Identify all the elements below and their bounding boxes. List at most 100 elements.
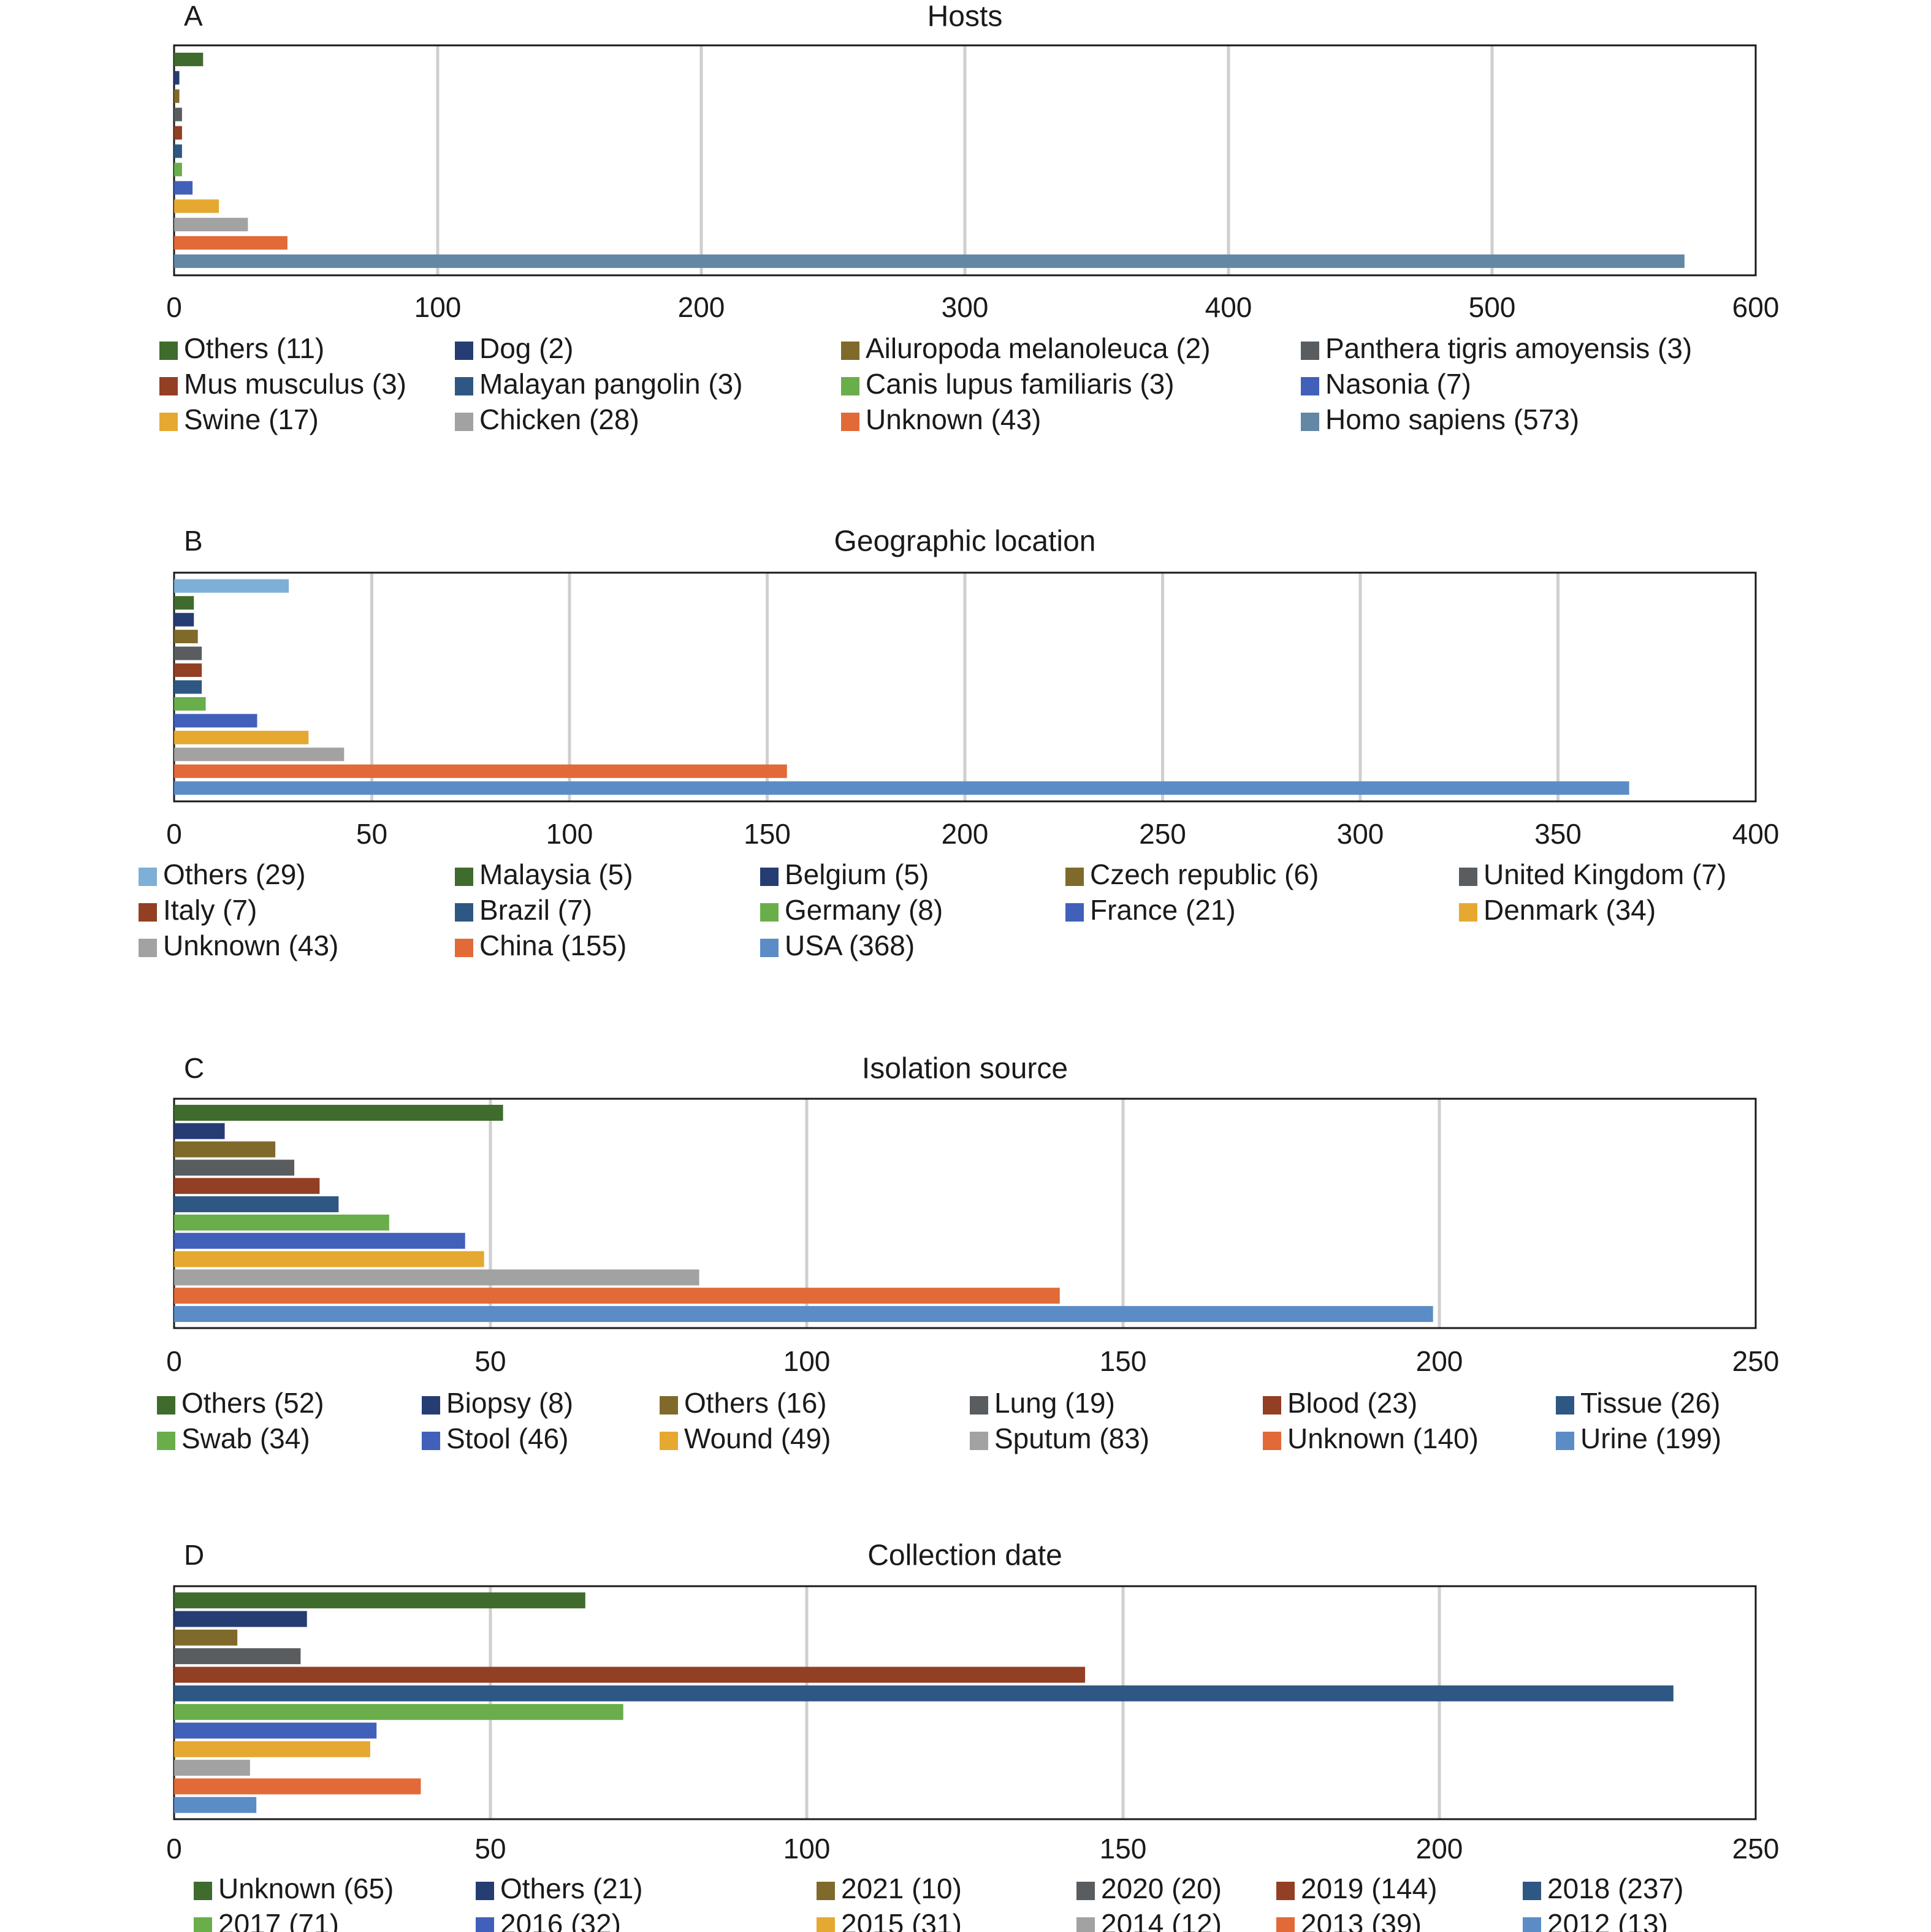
x-tick-label: 150 (744, 818, 791, 850)
legend-swatch (139, 939, 157, 957)
bar (174, 1269, 699, 1286)
legend-label: 2013 (39) (1301, 1908, 1422, 1932)
legend-label: 2014 (12) (1101, 1908, 1222, 1932)
legend-swatch (159, 342, 178, 360)
legend-swatch (1301, 377, 1319, 395)
legend-item: 2019 (144) (1276, 1873, 1438, 1904)
legend-label: 2019 (144) (1301, 1873, 1438, 1904)
bar (174, 1778, 421, 1795)
legend-swatch (159, 413, 178, 431)
x-tick-label: 100 (546, 818, 593, 850)
bar (174, 1232, 465, 1249)
bar (174, 1722, 377, 1739)
legend-label: Swab (34) (181, 1422, 310, 1454)
legend-item: 2013 (39) (1276, 1908, 1422, 1932)
legend-label: Biopsy (8) (446, 1387, 573, 1419)
legend-item: Nasonia (7) (1301, 368, 1471, 400)
legend-label: Unknown (43) (866, 403, 1041, 435)
chart-panel-b: B Geographic location 0 50 100 150 200 250 300 35… (139, 525, 1779, 961)
x-tick-label: 0 (166, 1345, 182, 1377)
legend-swatch (1065, 903, 1084, 922)
legend-label: Belgium (5) (785, 858, 929, 890)
legend-item: France (21) (1065, 894, 1236, 926)
bar (174, 162, 182, 177)
bar (174, 613, 194, 627)
legend-swatch (455, 939, 473, 957)
plot-frame (173, 1585, 1757, 1820)
legend-swatch (194, 1882, 212, 1900)
legend-item: Denmark (34) (1459, 894, 1656, 926)
x-tick-label: 350 (1534, 818, 1582, 850)
x-tick-label: 600 (1732, 291, 1780, 323)
legend-swatch (760, 939, 779, 957)
legend-item: USA (368) (760, 930, 915, 961)
bar (174, 1667, 1086, 1683)
legend-item: Wound (49) (660, 1422, 831, 1454)
panel-letter: B (184, 525, 203, 557)
legend-item: Italy (7) (139, 894, 257, 926)
legend-item: Czech republic (6) (1065, 858, 1319, 890)
chart-panel-d: D Collection date 0 50 100 150 200 250 Unknown (… (166, 1539, 1779, 1932)
legend-swatch (1301, 342, 1319, 360)
legend-label: France (21) (1090, 894, 1236, 926)
legend-label: Swine (17) (184, 403, 319, 435)
bar (174, 107, 182, 121)
legend-item: Unknown (43) (841, 403, 1041, 435)
legend-swatch (1263, 1396, 1281, 1415)
legend-item: Unknown (140) (1263, 1422, 1479, 1454)
legend-item: Tissue (26) (1556, 1387, 1720, 1419)
legend-item: 2017 (71) (194, 1908, 339, 1932)
panel-letter: D (184, 1539, 204, 1571)
bar (174, 747, 345, 762)
bar (174, 579, 289, 593)
legend-swatch (159, 377, 178, 395)
bar (174, 1629, 238, 1646)
legend-item: Mus musculus (3) (159, 368, 406, 400)
legend-swatch (157, 1396, 175, 1415)
legend-label: Malayan pangolin (3) (479, 368, 743, 400)
x-tick-label: 250 (1139, 818, 1186, 850)
legend-label: Unknown (65) (218, 1873, 394, 1904)
legend-label: Mus musculus (3) (184, 368, 406, 400)
legend-label: Czech republic (6) (1090, 858, 1319, 890)
legend-label: Germany (8) (785, 894, 943, 926)
legend-swatch (1301, 413, 1319, 431)
legend-swatch (817, 1917, 835, 1932)
legend-swatch (455, 342, 473, 360)
legend-label: Nasonia (7) (1325, 368, 1471, 400)
bar (174, 52, 204, 66)
legend-label: Wound (49) (684, 1422, 831, 1454)
legend-swatch (139, 903, 157, 922)
chart-title: Geographic location (834, 525, 1096, 558)
legend-label: Homo sapiens (573) (1325, 403, 1579, 435)
legend-swatch (660, 1396, 678, 1415)
x-tick-label: 250 (1732, 1833, 1780, 1865)
legend-item: Malayan pangolin (3) (455, 368, 743, 400)
bar (174, 1306, 1433, 1323)
legend-item: United Kingdom (7) (1459, 858, 1726, 890)
bar (174, 1288, 1060, 1304)
bar (174, 730, 309, 744)
legend-swatch (1459, 868, 1477, 886)
legend-label: Sputum (83) (994, 1422, 1149, 1454)
bar (174, 1178, 320, 1194)
panel-letter: A (184, 0, 203, 32)
legend-swatch (1523, 1917, 1541, 1932)
legend-item: Others (29) (139, 858, 306, 890)
legend-label: Others (16) (684, 1387, 827, 1419)
legend-label: Brazil (7) (479, 894, 592, 926)
legend-swatch (760, 868, 779, 886)
x-tick-label: 50 (474, 1833, 506, 1865)
x-tick-label: 0 (166, 818, 182, 850)
bar (174, 1741, 370, 1757)
bar (174, 1251, 484, 1267)
legend-item: Others (21) (476, 1873, 643, 1904)
chart-title: Hosts (927, 1, 1003, 33)
legend-label: Canis lupus familiaris (3) (866, 368, 1175, 400)
x-tick-label: 100 (783, 1345, 831, 1377)
bar (174, 1685, 1674, 1701)
bar (174, 1159, 295, 1176)
legend-swatch (817, 1882, 835, 1900)
bar (174, 1760, 250, 1776)
legend-swatch (970, 1432, 988, 1450)
